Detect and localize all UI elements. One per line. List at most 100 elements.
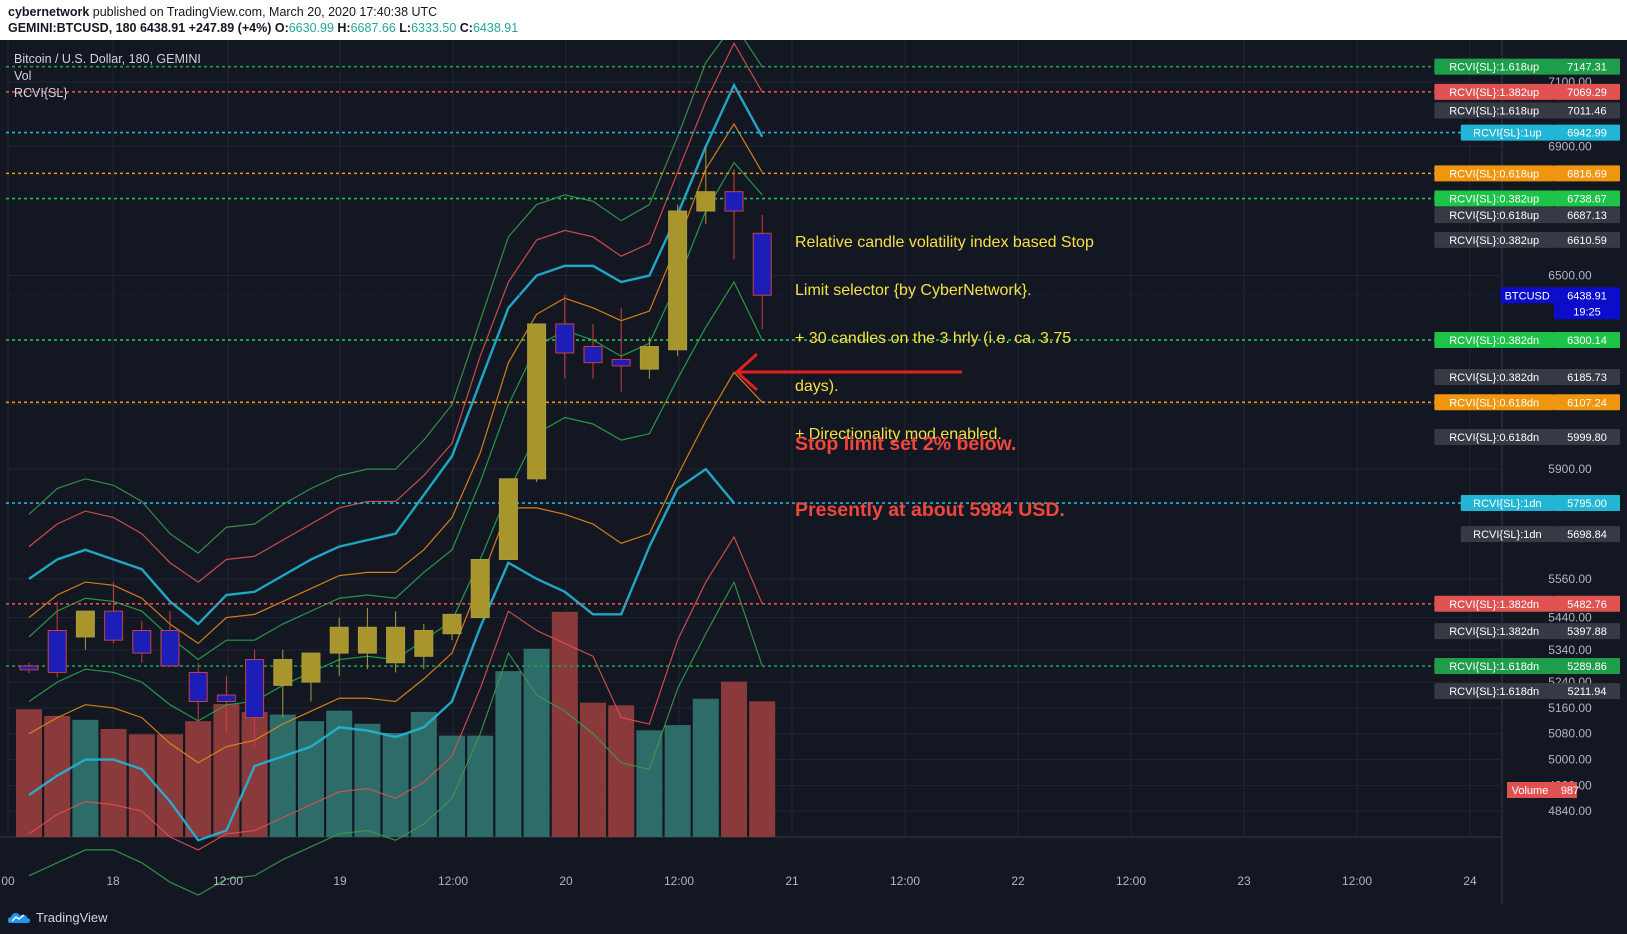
level-value-background (1554, 231, 1620, 248)
band-line (28, 467, 735, 842)
volume-bar (523, 648, 550, 837)
level-value: 6687.13 (1567, 210, 1607, 222)
price-axis-label: 5000.00 (1548, 753, 1592, 767)
candle-body (357, 626, 377, 654)
open-value: 6630.99 (288, 21, 334, 35)
footer-bar: TradingView (0, 904, 1627, 934)
volume-bar (354, 723, 381, 837)
level-tag-label: RCVI{SL}:0.382up (1449, 194, 1539, 206)
level-tag-label: RCVI{SL}:0.382dn (1449, 372, 1539, 384)
band-line (28, 535, 763, 851)
volume-bar (580, 702, 606, 837)
price-chart[interactable]: 7100.006900.006500.006100.005900.005560.… (0, 40, 1627, 904)
time-axis-label: 00 (1, 874, 15, 888)
note-line: Presently at about 5984 USD. (795, 499, 1065, 521)
time-axis-label: 18 (106, 874, 120, 888)
level-value-background (1554, 287, 1620, 304)
level-tag-background (1460, 495, 1554, 512)
band-line (28, 82, 764, 626)
candle-body (188, 671, 208, 702)
level-tag-label: RCVI{SL}:1dn (1473, 529, 1542, 541)
volume-tag-value: 987 (1561, 785, 1579, 797)
level-tag-background (1434, 165, 1554, 182)
level-tag-background (1434, 190, 1554, 207)
level-value: 6942.99 (1567, 128, 1607, 140)
volume-bar (100, 729, 127, 837)
level-tag-label: RCVI{SL}:0.382dn (1449, 335, 1539, 347)
level-value: 7147.31 (1567, 62, 1607, 74)
level-tag-label: BTCUSD (1505, 290, 1550, 302)
band-line (28, 122, 763, 645)
level-value-background (1554, 207, 1620, 224)
volume-bar (157, 734, 183, 837)
price-axis-label: 4840.00 (1548, 804, 1592, 818)
level-tag-background (1434, 683, 1554, 700)
level-tag-label: RCVI{SL}:0.618up (1449, 168, 1539, 180)
candle-body (104, 610, 124, 641)
level-value: 6610.59 (1567, 235, 1607, 247)
candle-body (611, 358, 631, 367)
level-value-background (1554, 368, 1620, 385)
candle-body (19, 665, 39, 671)
brand-name: TradingView (36, 910, 108, 925)
price-axis-label: 5560.00 (1548, 572, 1592, 586)
level-tag-background (1434, 207, 1554, 224)
candle-body (47, 629, 67, 673)
level-value: 5482.76 (1567, 599, 1607, 611)
candle-body (216, 694, 236, 702)
candle-body (386, 626, 406, 664)
level-tag-label: RCVI{SL}:1dn (1473, 498, 1542, 510)
level-value-background (1554, 526, 1620, 543)
level-value-background (1554, 595, 1620, 612)
level-value: 6816.69 (1567, 168, 1607, 180)
volume-bar (692, 698, 719, 837)
price-axis-label: 6500.00 (1548, 269, 1592, 283)
level-value: 6107.24 (1567, 397, 1607, 409)
time-axis-label: 21 (785, 874, 799, 888)
candle-body (555, 323, 575, 354)
author-name[interactable]: cybernetwork (8, 5, 90, 19)
level-value: 6738.67 (1567, 194, 1607, 206)
chart-title: Bitcoin / U.S. Dollar, 180, GEMINI (14, 52, 201, 66)
note-line: Stop limit set 2% below. (795, 433, 1017, 455)
level-value: 6300.14 (1567, 335, 1607, 347)
description-line: + Directionality mod enabled. (795, 426, 1002, 443)
indicator-legend[interactable]: RCVI{SL} (14, 86, 68, 100)
price-axis-label: 5440.00 (1548, 611, 1592, 625)
level-tag-background (1434, 83, 1554, 100)
band-line (28, 41, 763, 583)
volume-bar (495, 671, 522, 837)
level-value-background (1554, 394, 1620, 411)
time-axis-label: 12:00 (664, 874, 694, 888)
volume-bar (636, 730, 663, 837)
level-value: 5289.86 (1567, 661, 1607, 673)
level-tag-label: RCVI{SL}:1.382up (1449, 87, 1539, 99)
volume-tag-background (1507, 782, 1577, 798)
volume-tag-label: Volume (1512, 785, 1549, 797)
time-axis-label: 23 (1237, 874, 1251, 888)
level-tag-label: RCVI{SL}:1.382dn (1449, 626, 1539, 638)
volume-bar (128, 734, 155, 837)
candle-body (414, 629, 434, 657)
stop-limit-note: Stop limit set 2% below. Presently at ab… (795, 389, 1065, 543)
description-line: Relative candle volatility index based S… (795, 234, 1094, 251)
published-info: published on TradingView.com, March 20, … (92, 5, 438, 19)
time-axis-label: 19 (333, 874, 347, 888)
tradingview-logo[interactable]: TradingView (8, 910, 108, 925)
publication-header: cybernetwork published on TradingView.co… (0, 0, 1627, 40)
level-value: 5211.94 (1568, 686, 1607, 698)
level-value-background (1554, 495, 1620, 512)
description-line: + 30 candles on the 3 hrly (i.e. ca. 3.7… (795, 330, 1072, 347)
volume-bar (185, 721, 212, 837)
candle-body (329, 626, 349, 654)
level-tag-background (1434, 623, 1554, 640)
volume-legend[interactable]: Vol (14, 69, 32, 83)
level-tag-label: RCVI{SL}:0.618up (1449, 210, 1539, 222)
high-value: 6687.66 (350, 21, 396, 35)
level-value-background (1554, 124, 1620, 141)
candle-body (301, 652, 321, 683)
candle-body (668, 210, 688, 351)
band-line (28, 580, 763, 896)
level-value-background (1554, 658, 1620, 675)
level-value: 6438.91 (1567, 290, 1607, 302)
